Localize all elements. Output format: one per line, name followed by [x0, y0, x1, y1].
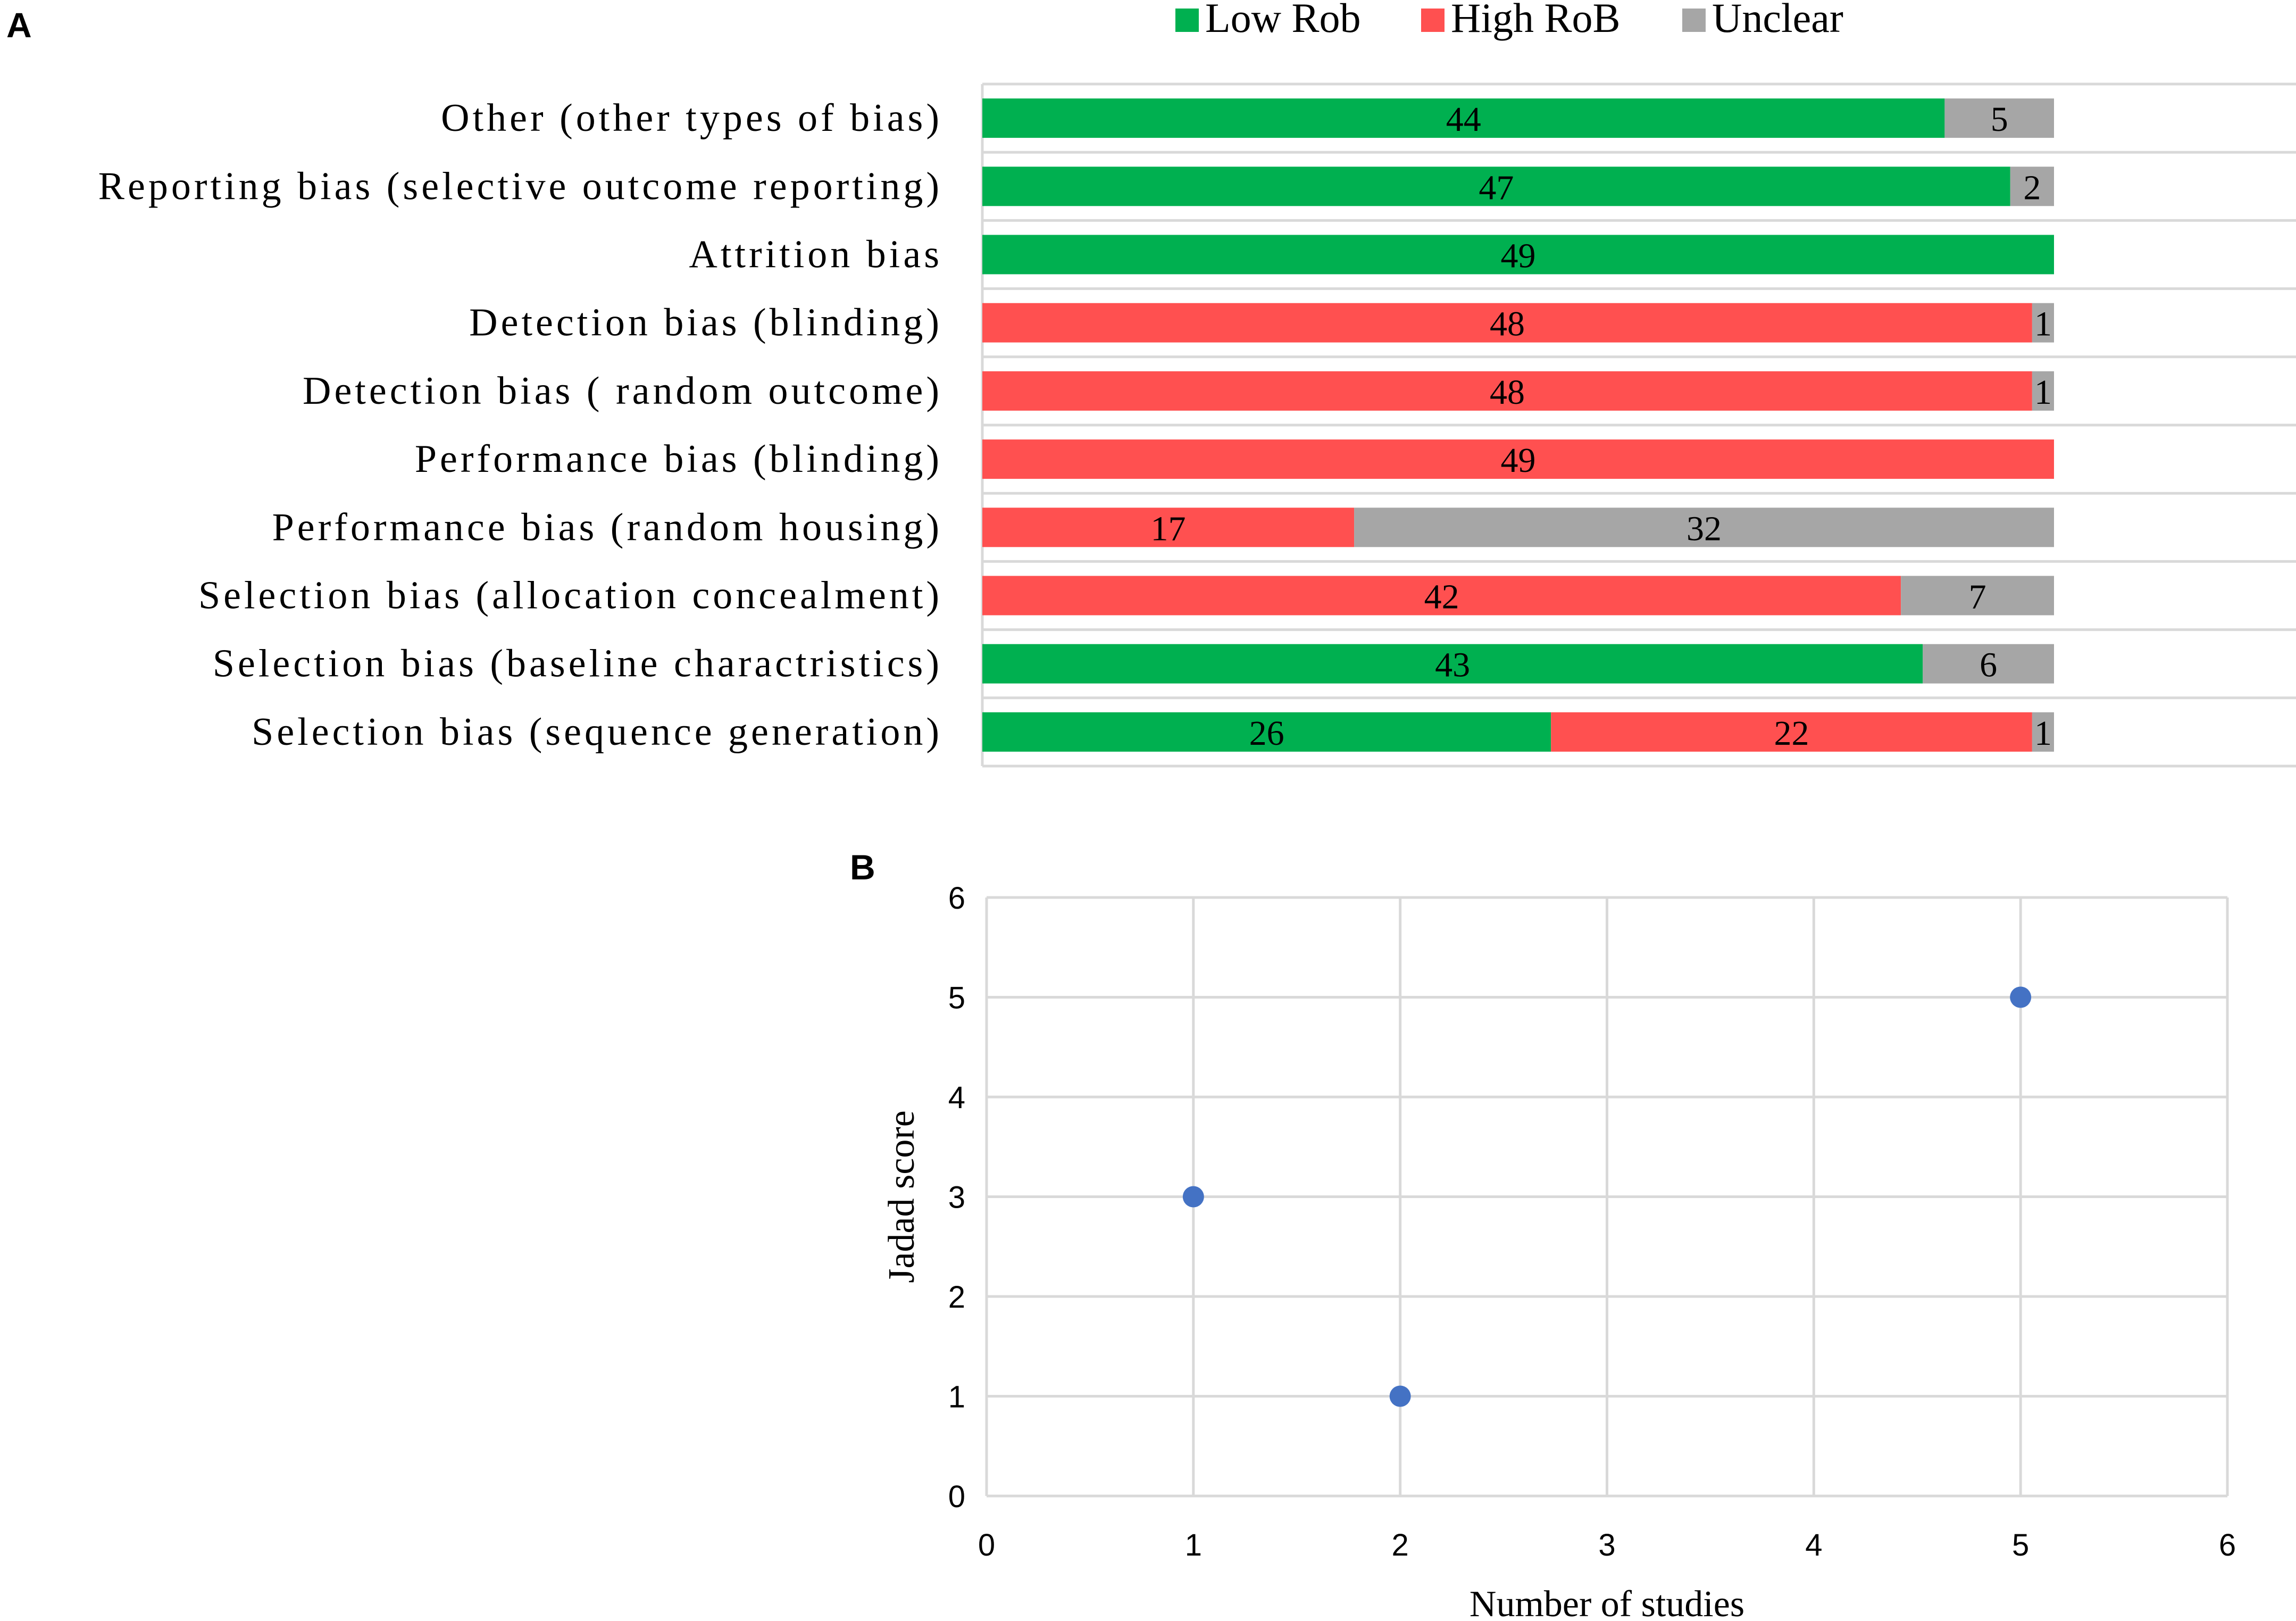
bar-segment-unclear — [2032, 712, 2054, 752]
bar-value-label: 43 — [1435, 646, 1470, 685]
panel-b-gridlines — [985, 896, 2229, 1498]
category-label: Performance bias (random housing) — [272, 505, 942, 549]
legend-label-unclear: Unclear — [1712, 0, 1843, 41]
bar-segment-low-rob — [982, 235, 2054, 275]
bar-value-label: 6 — [1980, 646, 1997, 685]
x-axis-title: Number of studies — [1470, 1584, 1744, 1621]
panel-b-letter: B — [850, 847, 875, 887]
legend-swatch-low-rob — [1175, 9, 1199, 32]
bar-segment-unclear — [1944, 98, 2054, 138]
y-tick-label: 1 — [948, 1380, 965, 1415]
panel-a-bias-chart: A Low Rob High RoB Unclear Other (other ty… — [6, 0, 2296, 768]
category-label: Other (other types of bias) — [441, 96, 942, 140]
bar-value-label: 2 — [2023, 168, 2041, 207]
x-tick-label: 3 — [1598, 1528, 1615, 1562]
y-tick-label: 2 — [948, 1280, 965, 1315]
bar-segment-high-rob — [1551, 712, 2032, 752]
bar-segment-low-rob — [982, 98, 1945, 138]
bar-value-label: 5 — [1991, 100, 2008, 139]
bar-segment-unclear — [1901, 576, 2054, 616]
bar-segment-high-rob — [982, 508, 1355, 547]
legend: Low Rob High RoB Unclear — [1175, 0, 1843, 41]
bar-segment-unclear — [1354, 508, 2054, 547]
category-label: Selection bias (baseline charactristics) — [213, 642, 942, 686]
panel-a-letter: A — [6, 5, 32, 45]
x-tick-label: 1 — [1185, 1528, 1202, 1562]
scatter-point — [1182, 1186, 1204, 1208]
bar-segment-unclear — [2010, 167, 2054, 206]
legend-swatch-unclear — [1682, 9, 1706, 32]
bar-value-label: 17 — [1151, 509, 1186, 548]
bar-segment-low-rob — [982, 644, 1923, 684]
x-tick-label: 5 — [2012, 1528, 2029, 1562]
bar-segment-high-rob — [982, 439, 2054, 479]
category-label: Performance bias (blinding) — [415, 437, 942, 481]
bar-value-label: 47 — [1479, 168, 1514, 207]
bar-value-label: 48 — [1490, 305, 1525, 344]
x-tick-label: 4 — [1805, 1528, 1822, 1562]
bar-segment-high-rob — [982, 371, 2032, 411]
x-tick-label: 2 — [1392, 1528, 1409, 1562]
bar-segment-low-rob — [982, 167, 2010, 206]
stacked-bars: 44 5 47 2 49 48 1 48 1 49 17 32 42 7 43 6 26 22 1 — [982, 98, 2054, 753]
category-label: Attrition bias — [689, 233, 942, 277]
legend-label-high-rob: High RoB — [1451, 0, 1621, 41]
y-tick-label: 5 — [948, 981, 965, 1016]
bar-value-label: 1 — [2034, 714, 2052, 753]
bar-value-label: 32 — [1686, 509, 1722, 548]
bar-segment-low-rob — [982, 712, 1551, 752]
bar-segment-high-rob — [982, 576, 1901, 616]
bar-value-label: 49 — [1501, 441, 1536, 480]
panel-b-points — [1182, 986, 2032, 1407]
y-tick-label: 4 — [948, 1080, 965, 1115]
panel-b-tick-labels: 0 1 2 3 4 5 6 0 1 2 3 4 5 6 — [948, 881, 2236, 1562]
scatter-point — [2010, 986, 2032, 1008]
bar-segment-unclear — [1923, 644, 2054, 684]
bar-value-label: 7 — [1969, 578, 1986, 617]
bar-value-label: 1 — [2034, 373, 2052, 412]
panel-a-gridlines — [981, 82, 2296, 768]
bar-value-label: 44 — [1446, 100, 1481, 139]
y-tick-label: 3 — [948, 1181, 965, 1215]
legend-swatch-high-rob — [1421, 9, 1445, 32]
y-tick-label: 6 — [948, 881, 965, 916]
bar-segment-unclear — [2032, 371, 2054, 411]
category-label: Detection bias ( random outcome) — [303, 369, 942, 413]
y-axis-title: Jadad score — [881, 1110, 922, 1283]
bar-value-label: 26 — [1249, 714, 1284, 753]
bar-value-label: 49 — [1501, 237, 1536, 276]
panel-b-scatter-chart: B 0 1 2 3 4 5 6 0 1 2 3 4 5 6 Number of studies Jadad… — [850, 847, 2236, 1621]
bar-segment-unclear — [2032, 303, 2054, 343]
category-labels: Other (other types of bias) Reporting bia… — [98, 96, 942, 754]
bar-value-label: 42 — [1424, 578, 1459, 617]
y-tick-label: 0 — [948, 1479, 965, 1514]
bar-value-label: 48 — [1490, 373, 1525, 412]
category-label: Reporting bias (selective outcome report… — [98, 164, 942, 208]
scatter-point — [1389, 1385, 1411, 1407]
category-label: Detection bias (blinding) — [469, 301, 942, 345]
x-tick-label: 0 — [978, 1528, 995, 1562]
x-tick-label: 6 — [2219, 1528, 2236, 1562]
legend-label-low-rob: Low Rob — [1205, 0, 1361, 41]
bar-value-label: 1 — [2034, 305, 2052, 344]
category-label: Selection bias (sequence generation) — [252, 710, 942, 754]
bar-value-label: 22 — [1774, 714, 1809, 753]
bar-segment-high-rob — [982, 303, 2032, 343]
category-label: Selection bias (allocation concealment) — [198, 574, 942, 618]
